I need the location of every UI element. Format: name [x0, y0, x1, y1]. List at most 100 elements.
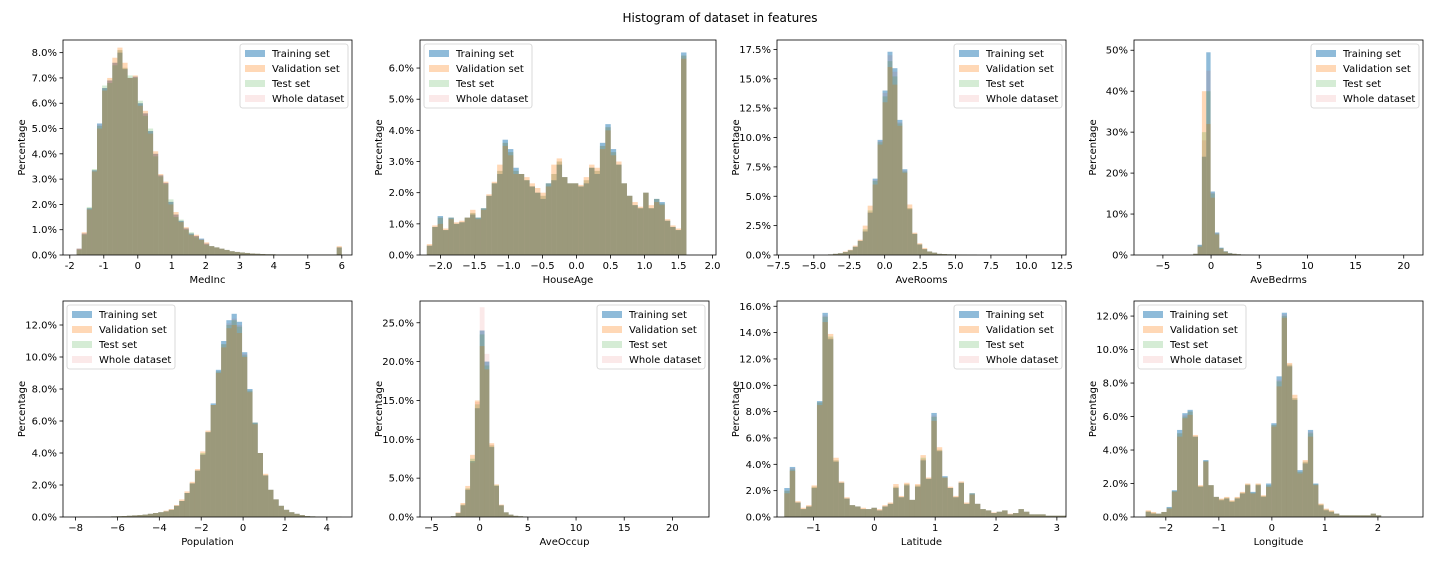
- bar: [1192, 436, 1198, 517]
- bar: [664, 220, 671, 255]
- bar: [922, 247, 928, 255]
- bar: [168, 201, 174, 255]
- bar: [199, 238, 205, 255]
- bar: [263, 473, 269, 517]
- bar: [224, 249, 230, 255]
- bar: [616, 161, 622, 255]
- bar: [562, 177, 568, 255]
- bar: [795, 501, 801, 517]
- bar: [1227, 252, 1233, 255]
- bar: [621, 183, 627, 255]
- bar: [1229, 501, 1235, 517]
- bar: [632, 202, 638, 255]
- bar: [1034, 514, 1041, 517]
- bar: [1297, 473, 1303, 517]
- bar: [503, 512, 509, 517]
- y-tick-label: 2.5%: [746, 221, 771, 232]
- bar: [1198, 486, 1204, 517]
- bar: [980, 509, 986, 517]
- bar: [1239, 492, 1246, 517]
- bar: [1318, 504, 1324, 517]
- bar: [479, 330, 485, 517]
- bar: [209, 246, 215, 255]
- bar: [925, 478, 932, 517]
- bar: [855, 506, 861, 517]
- bar: [849, 505, 856, 517]
- y-tick-label: 3.0%: [389, 157, 414, 168]
- y-tick-label: 6.0%: [389, 64, 414, 75]
- bar: [832, 253, 838, 255]
- y-tick-label: 1.0%: [389, 219, 414, 230]
- bar: [892, 71, 898, 255]
- y-tick-label: 2.0%: [389, 188, 414, 199]
- bar: [1156, 513, 1162, 517]
- bar: [1062, 515, 1066, 517]
- bar: [882, 92, 888, 255]
- bar: [112, 57, 118, 255]
- bar: [535, 192, 541, 255]
- bar: [484, 365, 490, 517]
- y-tick-label: 4.0%: [389, 126, 414, 137]
- bar: [556, 158, 563, 255]
- bar: [1375, 515, 1382, 517]
- bar: [173, 505, 180, 517]
- bar: [268, 489, 274, 517]
- bar: [147, 513, 154, 517]
- bar: [529, 186, 535, 255]
- y-tick-label: 12.0%: [739, 354, 771, 365]
- y-axis-label: Percentage: [374, 119, 385, 175]
- bar: [1313, 484, 1319, 517]
- bar: [535, 192, 541, 255]
- bar: [1002, 510, 1008, 517]
- axes-frame: [1133, 300, 1424, 518]
- bar: [912, 232, 918, 255]
- bar: [1197, 245, 1202, 255]
- x-axis-label: Latitude: [901, 537, 942, 548]
- bar: [132, 515, 138, 517]
- bar: [837, 253, 843, 255]
- legend-swatch: [245, 65, 265, 72]
- bar: [475, 217, 481, 255]
- bar: [844, 498, 850, 517]
- bar: [470, 458, 475, 517]
- y-axis-label: Percentage: [374, 381, 385, 437]
- bar: [443, 230, 449, 255]
- bar: [336, 247, 342, 255]
- bar: [437, 216, 444, 255]
- bar: [907, 209, 913, 255]
- bar: [158, 512, 164, 517]
- bar: [610, 152, 617, 255]
- bar: [914, 484, 921, 517]
- bar: [887, 67, 893, 255]
- series-1: [828, 51, 977, 255]
- bar: [1286, 362, 1293, 517]
- bar: [1239, 491, 1246, 517]
- bar: [163, 510, 169, 517]
- bar: [116, 516, 122, 517]
- bar: [937, 253, 943, 255]
- bar: [1292, 398, 1298, 517]
- bar: [1323, 509, 1329, 517]
- bar: [882, 96, 888, 255]
- bar: [426, 245, 433, 255]
- bar: [648, 208, 655, 255]
- legend-swatch: [429, 80, 449, 87]
- bar: [437, 217, 444, 255]
- bar: [289, 512, 295, 517]
- bar: [589, 164, 595, 255]
- x-tick-label: −2.0: [428, 261, 452, 272]
- legend-swatch: [1143, 341, 1163, 348]
- bar: [849, 505, 856, 517]
- bar: [465, 488, 471, 517]
- bar: [659, 202, 665, 255]
- bar: [1302, 460, 1308, 517]
- bar: [479, 307, 485, 517]
- bar: [1210, 191, 1215, 255]
- bar: [255, 253, 261, 255]
- bar: [529, 186, 535, 255]
- x-tick-label: -2: [65, 261, 75, 272]
- bar: [153, 153, 159, 255]
- bar: [224, 249, 230, 255]
- bar: [1245, 483, 1251, 517]
- bar: [91, 170, 97, 255]
